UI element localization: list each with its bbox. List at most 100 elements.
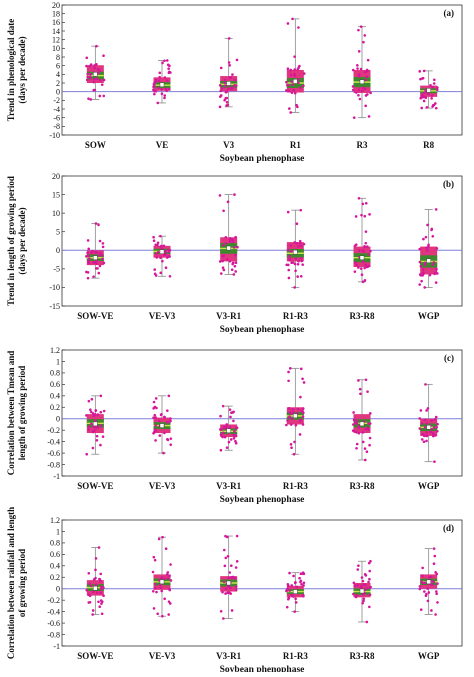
y-axis-label: (days per decade): [17, 207, 27, 274]
data-point: [225, 258, 229, 261]
data-point: [87, 261, 91, 265]
box-r3-r8: [353, 196, 372, 284]
data-point: [363, 34, 367, 37]
data-point: [97, 71, 100, 75]
data-point: [294, 597, 297, 601]
data-point: [368, 605, 371, 609]
data-point: [368, 577, 371, 581]
data-point: [232, 419, 235, 423]
data-point: [92, 429, 96, 433]
data-point: [293, 74, 297, 78]
data-point: [97, 271, 101, 275]
data-point: [359, 25, 363, 28]
mean-marker: [93, 585, 98, 591]
mean-marker: [359, 588, 365, 594]
y-tick-label: 15: [52, 190, 60, 199]
data-point: [369, 249, 372, 253]
data-point: [230, 268, 234, 272]
data-point: [159, 256, 162, 260]
data-point: [167, 67, 170, 70]
data-point: [424, 383, 427, 386]
data-point: [367, 561, 371, 565]
x-category-label: WGP: [418, 311, 440, 321]
data-point: [423, 263, 427, 267]
data-point: [436, 601, 439, 604]
data-point: [225, 446, 229, 449]
data-point: [227, 37, 231, 40]
data-point: [100, 600, 104, 603]
data-point: [223, 564, 227, 568]
data-point: [167, 600, 171, 603]
data-point: [421, 433, 424, 436]
data-point: [94, 576, 97, 580]
data-point: [94, 251, 97, 254]
data-point: [434, 281, 438, 284]
data-point: [98, 605, 102, 609]
data-point: [235, 58, 239, 62]
data-point: [163, 597, 166, 601]
data-point: [96, 413, 100, 416]
data-point: [302, 381, 306, 384]
x-axis-label: Soybean phenophase: [220, 495, 305, 505]
data-point: [224, 556, 228, 560]
box-sow-ve: [85, 546, 105, 616]
data-point: [418, 417, 422, 420]
data-point: [153, 558, 157, 562]
data-point: [434, 415, 438, 419]
data-point: [431, 85, 435, 89]
data-point: [368, 443, 371, 447]
chart-panel-4: -1 -0.8 -0.6 -0.4 -0.2 0 0.2 0.4 0.6 0.8 1 1.2 SOW-V…: [6, 507, 463, 675]
mean-marker: [426, 88, 431, 93]
data-point: [288, 589, 291, 592]
data-point: [426, 223, 429, 227]
x-category-label: VE-V3: [149, 481, 176, 491]
data-point: [229, 86, 233, 90]
data-point: [293, 610, 296, 613]
data-point: [356, 583, 360, 587]
data-point: [222, 268, 226, 272]
data-point: [368, 436, 372, 440]
data-point: [163, 59, 166, 63]
mean-marker: [293, 249, 298, 255]
data-point: [422, 69, 426, 73]
box-r1-r3: [285, 208, 306, 289]
data-point: [287, 370, 290, 374]
x-category-label: WGP: [418, 651, 440, 661]
data-point: [90, 251, 93, 254]
data-point: [152, 431, 156, 434]
data-point: [291, 17, 294, 21]
x-axis-label: Soybean phenophase: [220, 154, 305, 164]
data-point: [169, 437, 173, 440]
y-tick-label: 1: [56, 527, 60, 536]
data-point: [302, 581, 306, 585]
data-point: [232, 437, 236, 440]
data-point: [363, 447, 367, 450]
x-category-label: V3-R1: [216, 481, 241, 491]
data-point: [156, 250, 160, 254]
data-point: [222, 580, 226, 584]
panel-label: (a): [444, 8, 455, 18]
data-point: [88, 75, 92, 78]
data-point: [369, 559, 372, 563]
data-point: [167, 394, 171, 398]
data-point: [221, 431, 225, 435]
box-r8: [418, 69, 439, 110]
data-point: [356, 568, 360, 571]
data-point: [86, 72, 90, 76]
data-point: [155, 590, 158, 594]
data-point: [293, 55, 296, 58]
y-tick-label: -0.8: [47, 630, 60, 639]
data-point: [168, 602, 172, 605]
mean-marker: [226, 580, 231, 586]
data-point: [285, 80, 288, 84]
data-point: [94, 568, 97, 572]
data-point: [95, 44, 98, 48]
y-tick-label: 0.6: [50, 380, 60, 389]
data-point: [299, 395, 302, 399]
x-category-label: R3-R8: [350, 311, 375, 321]
data-point: [433, 460, 436, 463]
data-point: [357, 88, 361, 92]
data-point: [98, 264, 102, 268]
